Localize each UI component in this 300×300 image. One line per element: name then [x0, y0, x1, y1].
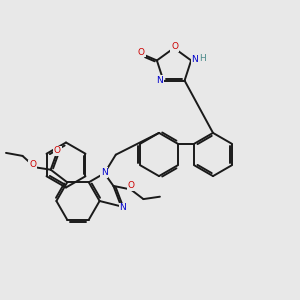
Text: O: O — [171, 42, 178, 51]
Text: N: N — [156, 76, 163, 85]
Text: O: O — [138, 47, 145, 56]
Text: N: N — [191, 55, 198, 64]
Text: O: O — [54, 146, 61, 155]
Text: N: N — [119, 203, 126, 212]
Text: N: N — [101, 168, 108, 177]
Text: O: O — [128, 182, 135, 190]
Text: H: H — [199, 54, 206, 63]
Text: O: O — [29, 160, 36, 169]
